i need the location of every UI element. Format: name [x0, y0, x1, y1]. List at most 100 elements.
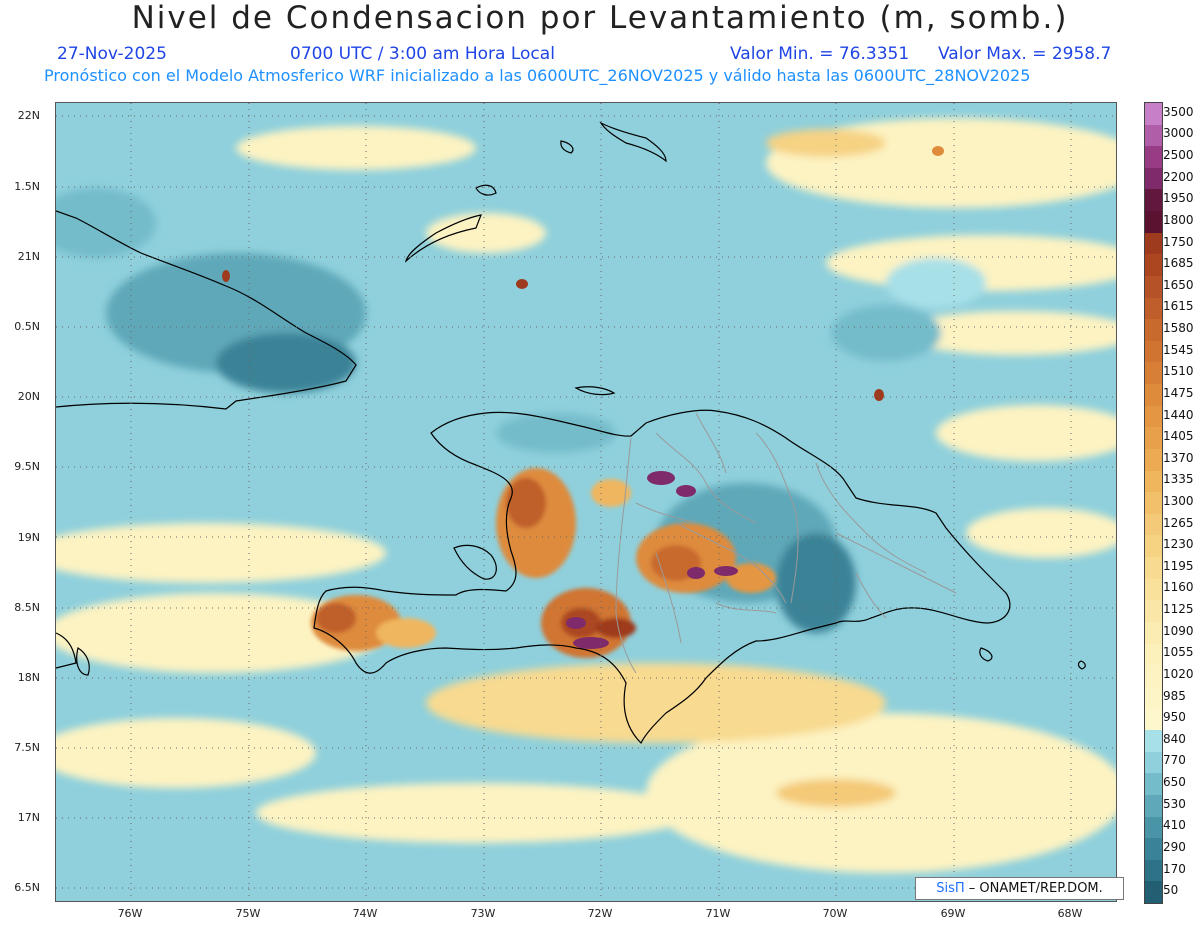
legend-swatch	[1145, 859, 1162, 882]
credit-text: – ONAMET/REP.DOM.	[964, 881, 1103, 896]
legend-label: 1545	[1163, 342, 1194, 357]
province-borders	[615, 412, 957, 674]
legend-label: 2200	[1163, 169, 1194, 184]
legend-swatch	[1145, 838, 1162, 861]
lat-label: 9.5N	[14, 460, 40, 473]
brand-label: SisΠ	[936, 881, 965, 896]
legend-swatch	[1145, 535, 1162, 558]
legend-swatch	[1145, 751, 1162, 774]
lat-label: 6.5N	[14, 881, 40, 894]
legend-label: 985	[1163, 688, 1186, 703]
lon-label: 72W	[587, 907, 613, 920]
legend-label: 1195	[1163, 558, 1194, 573]
color-field	[56, 118, 1116, 873]
legend-swatch	[1145, 686, 1162, 709]
legend-swatch	[1145, 643, 1162, 666]
legend-label: 1125	[1163, 602, 1194, 617]
coastlines	[56, 121, 1086, 745]
legend-label: 1090	[1163, 623, 1194, 638]
legend-label: 1370	[1163, 450, 1194, 465]
legend-swatch	[1145, 405, 1162, 428]
max-value: Valor Max. = 2958.7	[938, 44, 1112, 64]
legend-label: 50	[1163, 883, 1179, 898]
lon-label: 71W	[705, 907, 731, 920]
legend-swatch	[1145, 773, 1162, 796]
legend-swatch	[1145, 665, 1162, 688]
legend-label: 1230	[1163, 537, 1194, 552]
legend-swatch	[1145, 470, 1162, 493]
legend-swatch	[1145, 254, 1162, 277]
legend-label: 290	[1163, 839, 1186, 854]
lat-label: 1.5N	[14, 180, 40, 193]
legend-label: 650	[1163, 775, 1186, 790]
lat-label: 19N	[17, 531, 40, 544]
legend-swatch	[1145, 167, 1162, 190]
legend-swatch	[1145, 448, 1162, 472]
lat-label: 20N	[17, 390, 40, 403]
legend-swatch	[1145, 103, 1162, 126]
legend-label: 1650	[1163, 277, 1194, 292]
legend-label: 950	[1163, 710, 1186, 725]
legend-label: 3500	[1163, 104, 1194, 119]
legend-swatch	[1145, 794, 1162, 817]
legend-label: 1300	[1163, 494, 1194, 508]
min-value: Valor Min. = 76.3351	[730, 44, 910, 64]
legend-swatch	[1145, 427, 1162, 450]
lat-label: 7.5N	[14, 741, 40, 754]
forecast-date: 27-Nov-2025	[57, 44, 167, 64]
legend-label: 1750	[1163, 234, 1194, 249]
legend-label: 1020	[1163, 666, 1194, 681]
legend-swatch	[1145, 146, 1162, 169]
legend-swatch	[1145, 189, 1162, 212]
legend-swatch	[1145, 492, 1162, 515]
credit-box: SisΠ – ONAMET/REP.DOM.	[915, 877, 1124, 900]
legend-swatch	[1145, 708, 1162, 731]
lon-label: 68W	[1057, 907, 1083, 920]
legend-label: 1055	[1163, 645, 1194, 660]
lat-label: 18N	[17, 671, 40, 684]
legend-label: 2500	[1163, 148, 1194, 163]
lon-label: 75W	[235, 907, 261, 920]
legend-label: 1615	[1163, 299, 1194, 314]
model-subtitle: Pronóstico con el Modelo Atmosferico WRF…	[44, 66, 1031, 85]
lon-label: 69W	[940, 907, 966, 920]
legend-label: 1685	[1163, 256, 1194, 271]
legend-swatch	[1145, 384, 1162, 407]
legend-swatch	[1145, 557, 1162, 580]
lat-label: 8.5N	[14, 601, 40, 614]
legend-label: 1335	[1163, 472, 1194, 487]
legend-swatch	[1145, 513, 1162, 536]
legend-label: 840	[1163, 731, 1186, 746]
lon-label: 73W	[470, 907, 496, 920]
lat-label: 21N	[17, 250, 40, 263]
legend-swatch	[1145, 211, 1162, 234]
lat-label: 17N	[17, 811, 40, 824]
lon-label: 74W	[352, 907, 378, 920]
legend-swatch	[1145, 340, 1162, 363]
color-legend	[1144, 102, 1163, 904]
very-high-lcl-spots	[222, 146, 944, 649]
legend-swatch	[1145, 275, 1162, 299]
lon-label: 70W	[822, 907, 848, 920]
legend-label: 1800	[1163, 212, 1194, 227]
legend-label: 1440	[1163, 407, 1194, 422]
legend-swatch	[1145, 621, 1162, 645]
legend-label: 530	[1163, 796, 1186, 811]
legend-label: 3000	[1163, 126, 1194, 141]
valid-time: 0700 UTC / 3:00 am Hora Local	[290, 44, 555, 64]
legend-swatch	[1145, 578, 1162, 601]
legend-label: 1580	[1163, 321, 1194, 336]
legend-swatch	[1145, 297, 1162, 320]
legend-swatch	[1145, 816, 1162, 839]
legend-label: 770	[1163, 753, 1186, 768]
legend-label: 1405	[1163, 429, 1194, 444]
legend-label: 1160	[1163, 580, 1194, 595]
legend-swatch	[1145, 881, 1162, 904]
legend-label: 1265	[1163, 515, 1194, 530]
legend-label: 1950	[1163, 191, 1194, 206]
lat-label: 22N	[17, 109, 40, 122]
lon-label: 76W	[117, 907, 143, 920]
legend-swatch	[1145, 319, 1162, 342]
legend-label: 170	[1163, 861, 1186, 876]
legend-swatch	[1145, 232, 1162, 255]
